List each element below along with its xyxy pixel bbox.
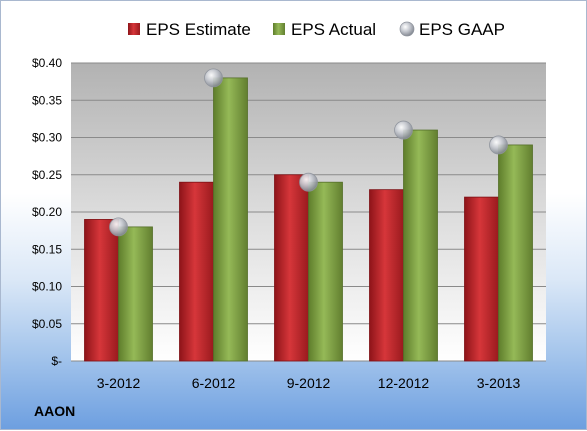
y-tick-label: $0.05: [32, 317, 62, 331]
legend-label-estimate: EPS Estimate: [146, 20, 251, 39]
bar-eps-actual: [118, 226, 153, 362]
marker-eps-gaap: [394, 120, 413, 140]
y-tick-label: $0.20: [32, 205, 62, 219]
bar-eps-actual: [498, 144, 533, 362]
legend-swatch-estimate: [128, 23, 140, 35]
marker-eps-gaap: [109, 217, 128, 237]
bars: [84, 77, 533, 362]
bar-eps-estimate: [84, 219, 119, 362]
legend-marker-gaap: [399, 21, 415, 37]
legend: EPS Estimate EPS Actual EPS GAAP: [128, 20, 505, 39]
y-tick-label: $0.35: [32, 93, 62, 107]
x-category-label: 3-2012: [97, 375, 141, 391]
y-tick-label: $-: [51, 354, 62, 368]
bar-eps-estimate: [274, 174, 309, 362]
x-category-label: 3-2013: [477, 375, 521, 391]
x-axis-categories: 3-2012 6-2012 9-2012 12-2012 3-2013: [97, 375, 521, 391]
marker-eps-gaap: [489, 135, 508, 155]
x-category-label: 9-2012: [287, 375, 331, 391]
company-label: AAON: [34, 403, 76, 419]
legend-swatch-actual: [273, 23, 285, 35]
y-tick-label: $0.25: [32, 168, 62, 182]
bar-eps-estimate: [369, 189, 404, 362]
y-tick-label: $0.30: [32, 131, 62, 145]
bar-eps-estimate: [464, 196, 499, 362]
bar-eps-actual: [403, 129, 438, 362]
bar-eps-actual: [308, 181, 343, 362]
bar-eps-actual: [213, 77, 248, 362]
gaap-markers: [109, 68, 508, 237]
y-tick-label: $0.40: [32, 56, 62, 70]
bar-eps-estimate: [179, 181, 214, 362]
y-axis-ticks: $- $0.05 $0.10 $0.15 $0.20 $0.25 $0.30 $0.35 $0.…: [32, 56, 62, 368]
marker-eps-gaap: [299, 172, 318, 192]
legend-label-gaap: EPS GAAP: [419, 20, 505, 39]
marker-eps-gaap: [204, 68, 223, 88]
y-tick-label: $0.15: [32, 242, 62, 256]
legend-label-actual: EPS Actual: [291, 20, 376, 39]
x-category-label: 12-2012: [378, 375, 430, 391]
y-tick-label: $0.10: [32, 280, 62, 294]
x-category-label: 6-2012: [192, 375, 236, 391]
